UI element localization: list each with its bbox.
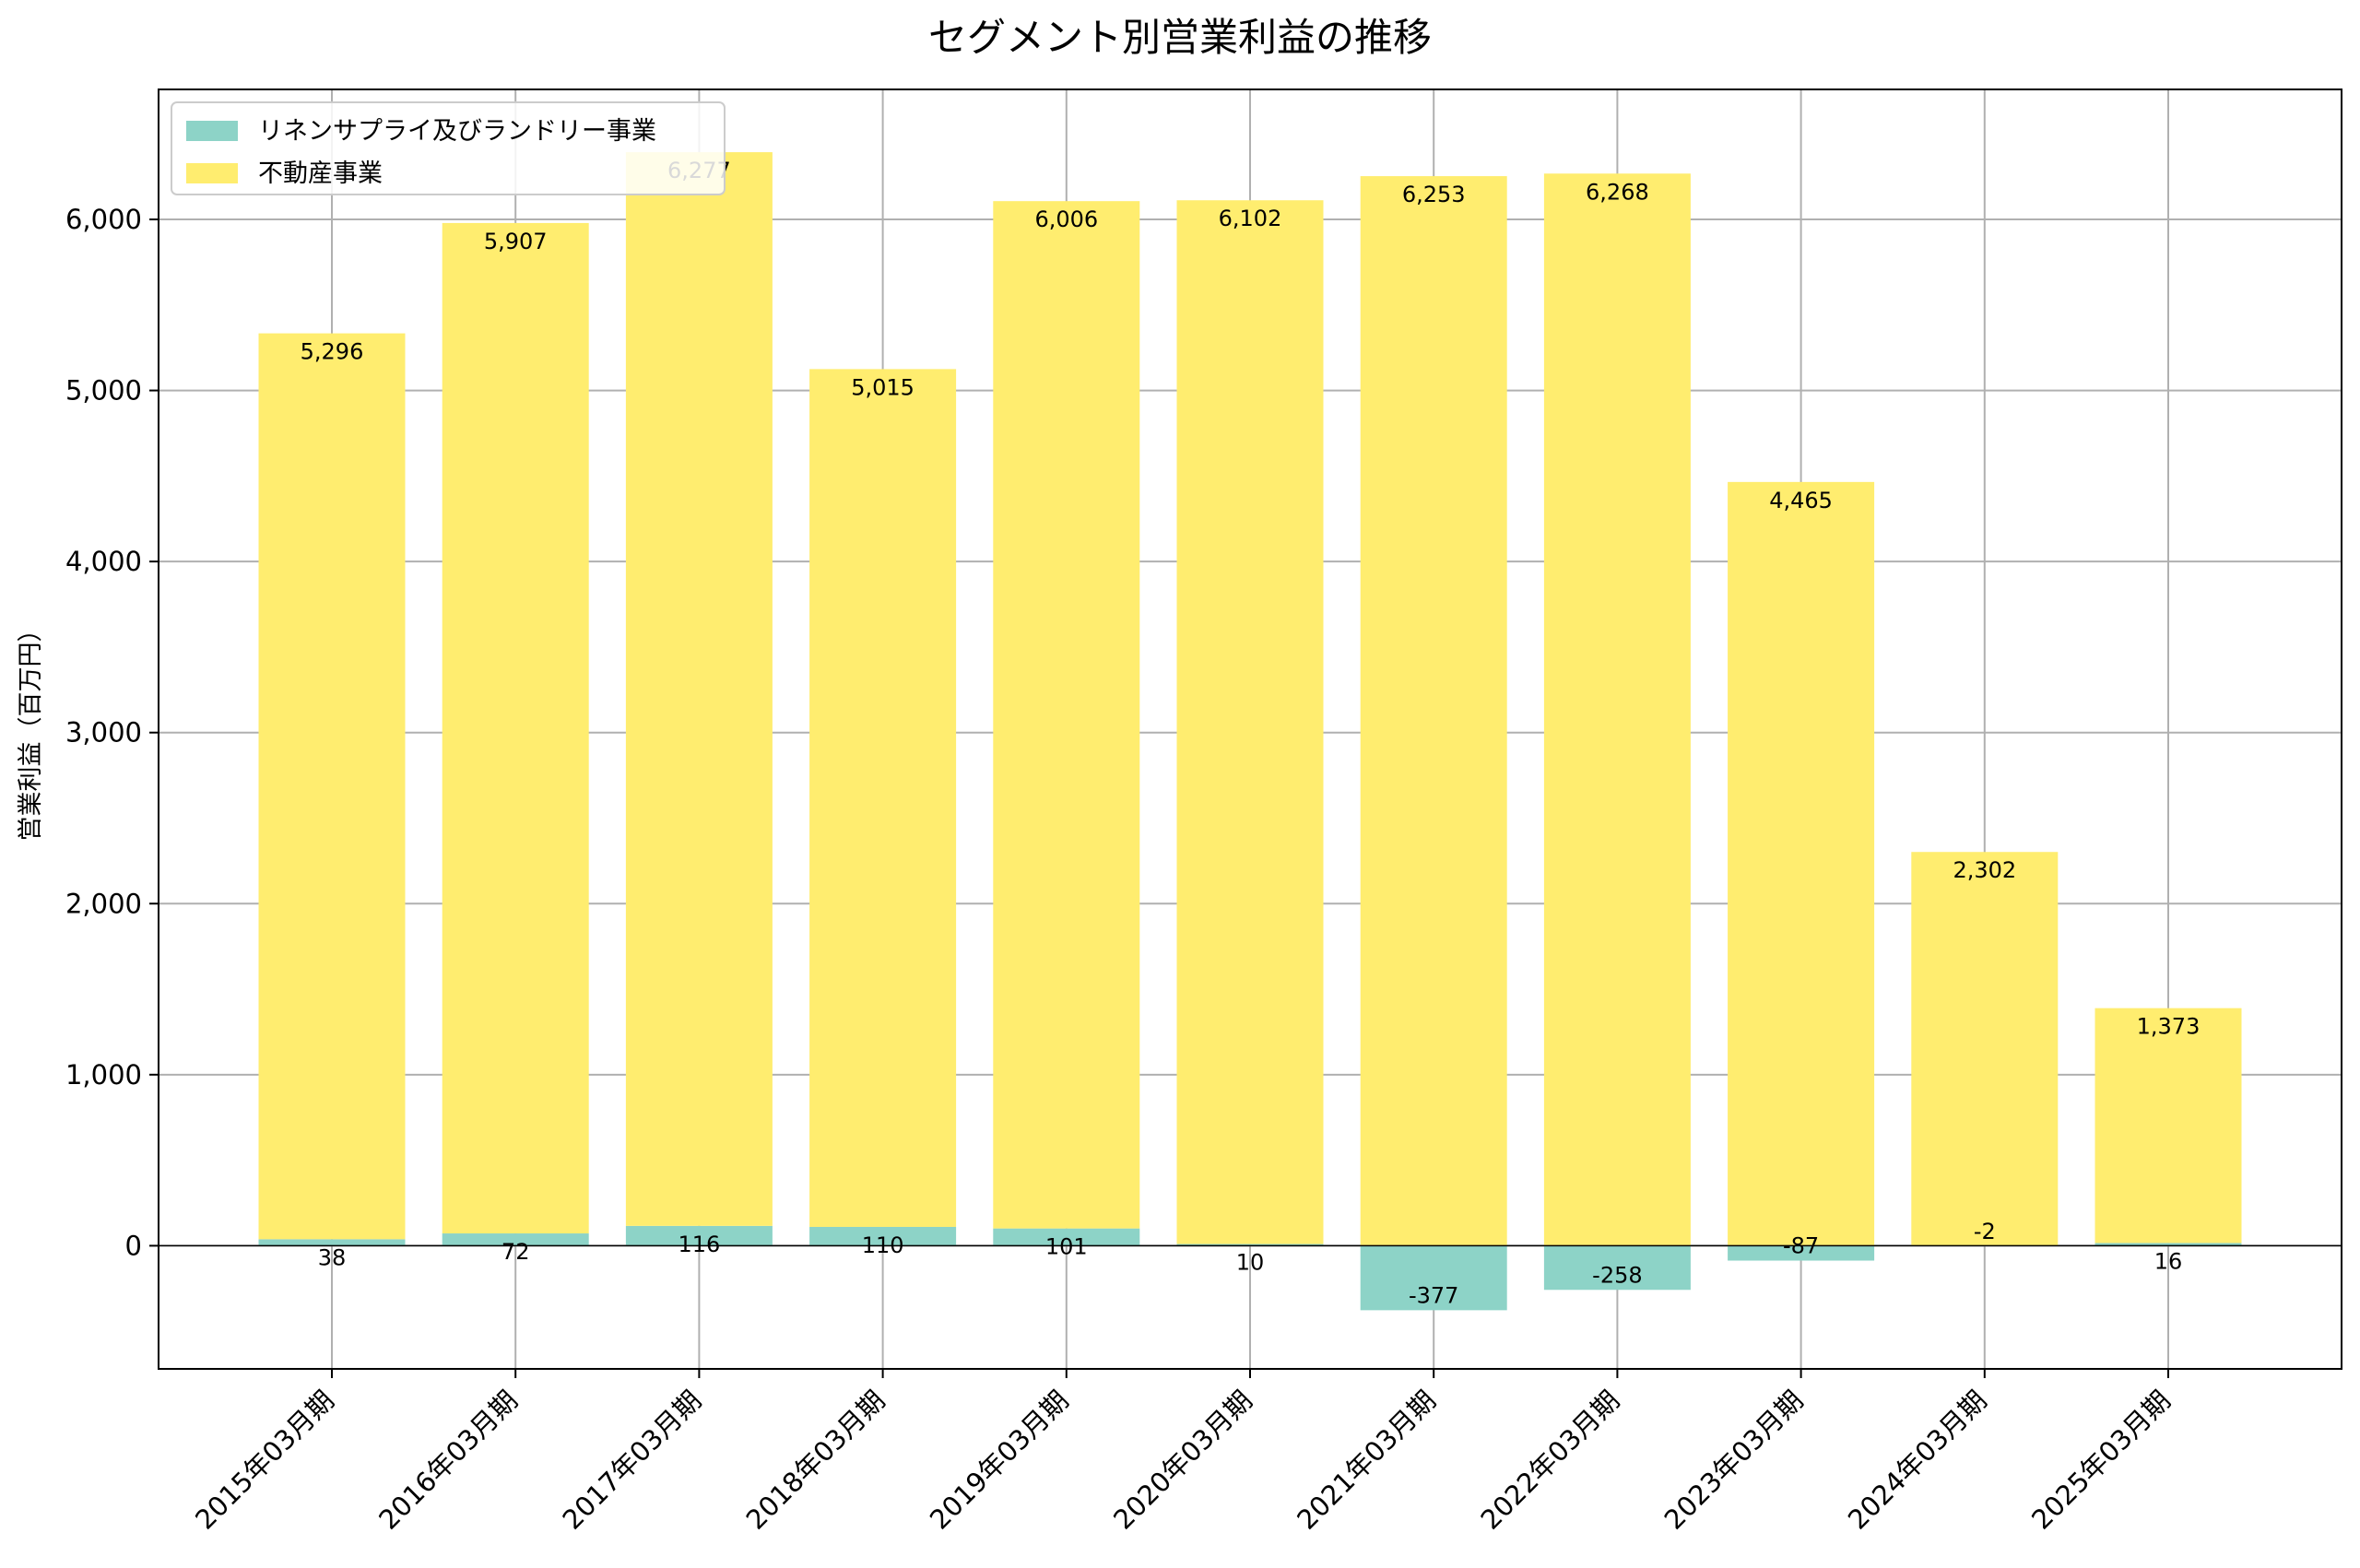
data-label: 5,907: [484, 229, 548, 254]
data-label: 6,268: [1586, 179, 1649, 205]
data-label: 6,102: [1219, 206, 1282, 231]
data-label: -258: [1592, 1262, 1642, 1288]
bar-series-2: [1176, 200, 1324, 1244]
legend-swatch: [186, 121, 238, 141]
y-axis-label: 営業利益（百万円）: [17, 618, 45, 842]
data-label: 5,015: [851, 374, 914, 400]
data-label: 2,302: [1953, 857, 2016, 883]
data-labels-layer: 38 72 116 110 10110-377-258-87-2165,2965,907…: [301, 158, 2201, 1308]
bar-series-1: [625, 1225, 773, 1246]
legend-label: 不動産事業: [258, 159, 383, 188]
data-label: 6,006: [1034, 206, 1098, 232]
data-label: 38: [318, 1244, 347, 1270]
y-tick-label: 1,000: [65, 1059, 142, 1091]
bar-series-1: [258, 1239, 406, 1246]
bar-series-1: [2094, 1243, 2242, 1246]
bar-series-1: [442, 1233, 589, 1246]
data-label: 6,253: [1402, 182, 1466, 207]
bar-series-2: [809, 369, 957, 1227]
data-label: 16: [2154, 1248, 2183, 1274]
bar-series-2: [2094, 1008, 2242, 1244]
bar-series-1: [1543, 1245, 1691, 1291]
legend-box: [171, 101, 726, 195]
data-label: 116: [678, 1232, 720, 1257]
data-label: -2: [1974, 1219, 1996, 1244]
bar-series-2: [442, 222, 589, 1234]
bar-series-1: [809, 1226, 957, 1246]
bar-series-2: [625, 152, 773, 1226]
chart-title: セグメント別営業利益の推移: [928, 15, 1432, 60]
data-label: 10: [1236, 1250, 1265, 1276]
data-label: 72: [502, 1239, 530, 1265]
bar-series-1: [1728, 1245, 1875, 1261]
bar-series-2: [1728, 481, 1875, 1246]
y-tick-label: 2,000: [65, 888, 142, 919]
legend-label: リネンサプライ及びランドリー事業: [258, 117, 656, 146]
bars-layer: [258, 152, 2242, 1311]
bar-series-1: [1360, 1245, 1507, 1311]
y-tick-label: 6,000: [65, 204, 142, 235]
bar-series-2: [1360, 176, 1507, 1246]
data-label: 4,465: [1769, 488, 1833, 513]
bar-series-2: [993, 201, 1140, 1229]
data-label: 101: [1045, 1234, 1088, 1260]
legend-swatch: [186, 163, 238, 183]
y-tick-label: 4,000: [65, 546, 142, 577]
bar-series-1: [993, 1228, 1140, 1246]
data-label: -377: [1409, 1282, 1458, 1308]
data-label: 1,373: [2137, 1014, 2201, 1040]
y-tick-label: 3,000: [65, 717, 142, 749]
y-tick-label: 5,000: [65, 375, 142, 407]
bar-series-2: [1543, 173, 1691, 1246]
bar-series-1: [1176, 1244, 1324, 1246]
bar-series-2: [258, 333, 406, 1240]
y-tick-label: 0: [125, 1230, 142, 1261]
bar-series-2: [1911, 852, 2059, 1246]
data-label: 5,296: [301, 339, 364, 365]
